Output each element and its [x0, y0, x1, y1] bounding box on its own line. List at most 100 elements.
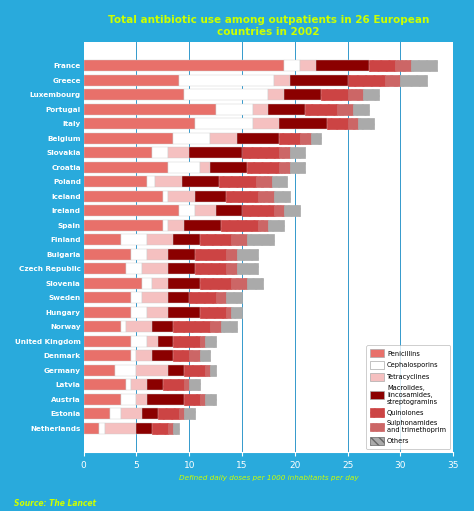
Bar: [83, 104, 216, 114]
X-axis label: Defined daily doses per 1000 inhabitants per day: Defined daily doses per 1000 inhabitants…: [179, 475, 358, 481]
Bar: [194, 263, 226, 274]
Bar: [142, 263, 168, 274]
Bar: [120, 394, 137, 405]
Bar: [268, 220, 284, 230]
Bar: [120, 321, 126, 332]
Bar: [273, 75, 290, 86]
Bar: [147, 307, 168, 318]
Bar: [200, 336, 205, 346]
Bar: [83, 89, 184, 100]
Bar: [83, 379, 126, 390]
Bar: [253, 104, 268, 114]
Bar: [131, 336, 147, 346]
Bar: [221, 220, 258, 230]
Bar: [200, 307, 226, 318]
Bar: [168, 292, 189, 303]
Bar: [189, 292, 216, 303]
Bar: [83, 191, 163, 202]
Bar: [142, 292, 168, 303]
Bar: [347, 89, 364, 100]
Bar: [200, 162, 210, 173]
Bar: [279, 133, 300, 144]
Bar: [272, 176, 287, 187]
Bar: [83, 336, 131, 346]
Bar: [226, 191, 258, 202]
Bar: [147, 379, 163, 390]
Bar: [83, 147, 152, 158]
Bar: [279, 162, 290, 173]
Bar: [247, 234, 273, 245]
Bar: [411, 60, 438, 71]
Bar: [83, 307, 131, 318]
Bar: [216, 205, 242, 216]
Bar: [152, 278, 168, 289]
Bar: [184, 408, 194, 419]
Bar: [231, 234, 247, 245]
Bar: [173, 351, 189, 361]
Bar: [152, 423, 168, 434]
Bar: [226, 307, 231, 318]
Bar: [137, 423, 152, 434]
Bar: [137, 365, 168, 376]
Bar: [231, 307, 242, 318]
Bar: [300, 60, 316, 71]
Bar: [247, 162, 279, 173]
Bar: [284, 89, 321, 100]
Bar: [100, 423, 105, 434]
Bar: [83, 408, 110, 419]
Bar: [194, 191, 226, 202]
Bar: [205, 336, 216, 346]
Bar: [120, 408, 142, 419]
Bar: [163, 220, 168, 230]
Bar: [83, 321, 120, 332]
Bar: [268, 89, 284, 100]
Bar: [83, 60, 284, 71]
Bar: [83, 423, 100, 434]
Legend: Penicillins, Cephalosporins, Tetracyclines, Macrolides,
lincosamides,
streptogra: Penicillins, Cephalosporins, Tetracyclin…: [366, 345, 450, 449]
Bar: [253, 118, 279, 129]
Bar: [126, 321, 152, 332]
Bar: [210, 321, 221, 332]
Bar: [210, 365, 216, 376]
Bar: [184, 394, 200, 405]
Bar: [168, 423, 173, 434]
Bar: [242, 147, 279, 158]
Bar: [137, 351, 152, 361]
Bar: [83, 351, 131, 361]
Bar: [83, 365, 115, 376]
Bar: [273, 191, 290, 202]
Bar: [152, 351, 173, 361]
Bar: [115, 365, 137, 376]
Bar: [157, 408, 179, 419]
Bar: [247, 278, 263, 289]
Bar: [205, 394, 216, 405]
Bar: [194, 118, 253, 129]
Bar: [237, 249, 258, 260]
Bar: [131, 307, 147, 318]
Bar: [168, 162, 200, 173]
Bar: [216, 292, 226, 303]
Bar: [83, 234, 120, 245]
Bar: [290, 147, 305, 158]
Bar: [173, 423, 179, 434]
Bar: [182, 176, 219, 187]
Bar: [256, 176, 272, 187]
Bar: [347, 118, 358, 129]
Bar: [83, 118, 194, 129]
Bar: [226, 292, 242, 303]
Bar: [83, 249, 131, 260]
Bar: [173, 336, 200, 346]
Bar: [142, 408, 157, 419]
Bar: [126, 263, 142, 274]
Bar: [83, 176, 147, 187]
Bar: [221, 321, 237, 332]
Bar: [337, 104, 353, 114]
Bar: [300, 133, 310, 144]
Bar: [184, 379, 189, 390]
Bar: [358, 118, 374, 129]
Bar: [83, 220, 163, 230]
Bar: [137, 394, 147, 405]
Bar: [310, 133, 321, 144]
Bar: [163, 191, 168, 202]
Bar: [83, 162, 168, 173]
